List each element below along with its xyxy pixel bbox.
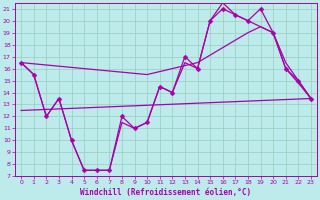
X-axis label: Windchill (Refroidissement éolien,°C): Windchill (Refroidissement éolien,°C) [80, 188, 252, 197]
